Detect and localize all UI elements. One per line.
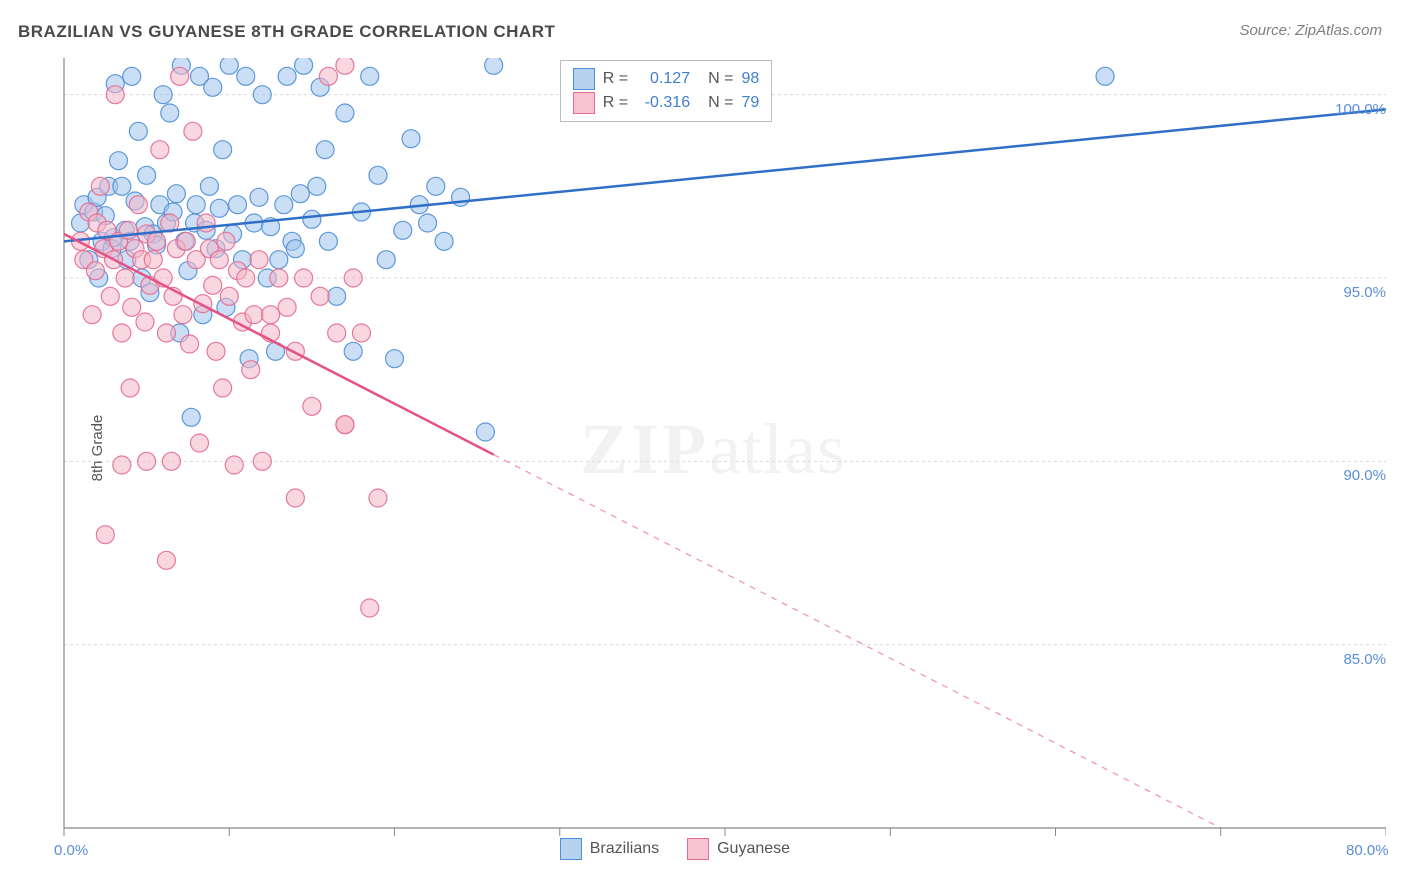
legend-swatch <box>687 838 709 860</box>
y-tick-label: 85.0% <box>1343 651 1386 668</box>
legend-n-label: N = <box>708 67 733 91</box>
legend-swatch <box>560 838 582 860</box>
legend-r-value: -0.316 <box>636 91 690 115</box>
legend-r-value: 0.127 <box>636 67 690 91</box>
scatter-chart-svg <box>50 58 1386 852</box>
legend-swatch <box>573 68 595 90</box>
source-attribution: Source: ZipAtlas.com <box>1239 22 1382 39</box>
legend-n-value: 79 <box>741 91 759 115</box>
chart-container: BRAZILIAN VS GUYANESE 8TH GRADE CORRELAT… <box>0 0 1406 892</box>
legend-series-item: Guyanese <box>687 838 790 860</box>
y-tick-label: 95.0% <box>1343 284 1386 301</box>
y-tick-label: 90.0% <box>1343 467 1386 484</box>
legend-n-label: N = <box>708 91 733 115</box>
legend-correlation: R = 0.127 N = 98 R = -0.316 N = 79 <box>560 60 772 122</box>
chart-area: 8th Grade ZIPatlas R =0.127N =98R =-0.31… <box>50 58 1386 838</box>
legend-series-label: Guyanese <box>717 840 790 858</box>
x-tick-label: 80.0% <box>1346 842 1389 859</box>
legend-series-label: Brazilians <box>590 840 659 858</box>
legend-correlation-row: R = -0.316 N = 79 <box>573 91 759 115</box>
x-tick-label: 0.0% <box>54 842 88 859</box>
legend-r-label: R = <box>603 67 628 91</box>
legend-r-label: R = <box>603 91 628 115</box>
y-tick-label: 100.0% <box>1335 101 1386 118</box>
legend-series-item: Brazilians <box>560 838 659 860</box>
legend-correlation-row: R = 0.127 N = 98 <box>573 67 759 91</box>
legend-series: Brazilians Guyanese <box>560 838 790 860</box>
legend-n-value: 98 <box>741 67 759 91</box>
legend-swatch <box>573 92 595 114</box>
chart-title: BRAZILIAN VS GUYANESE 8TH GRADE CORRELAT… <box>18 22 555 42</box>
